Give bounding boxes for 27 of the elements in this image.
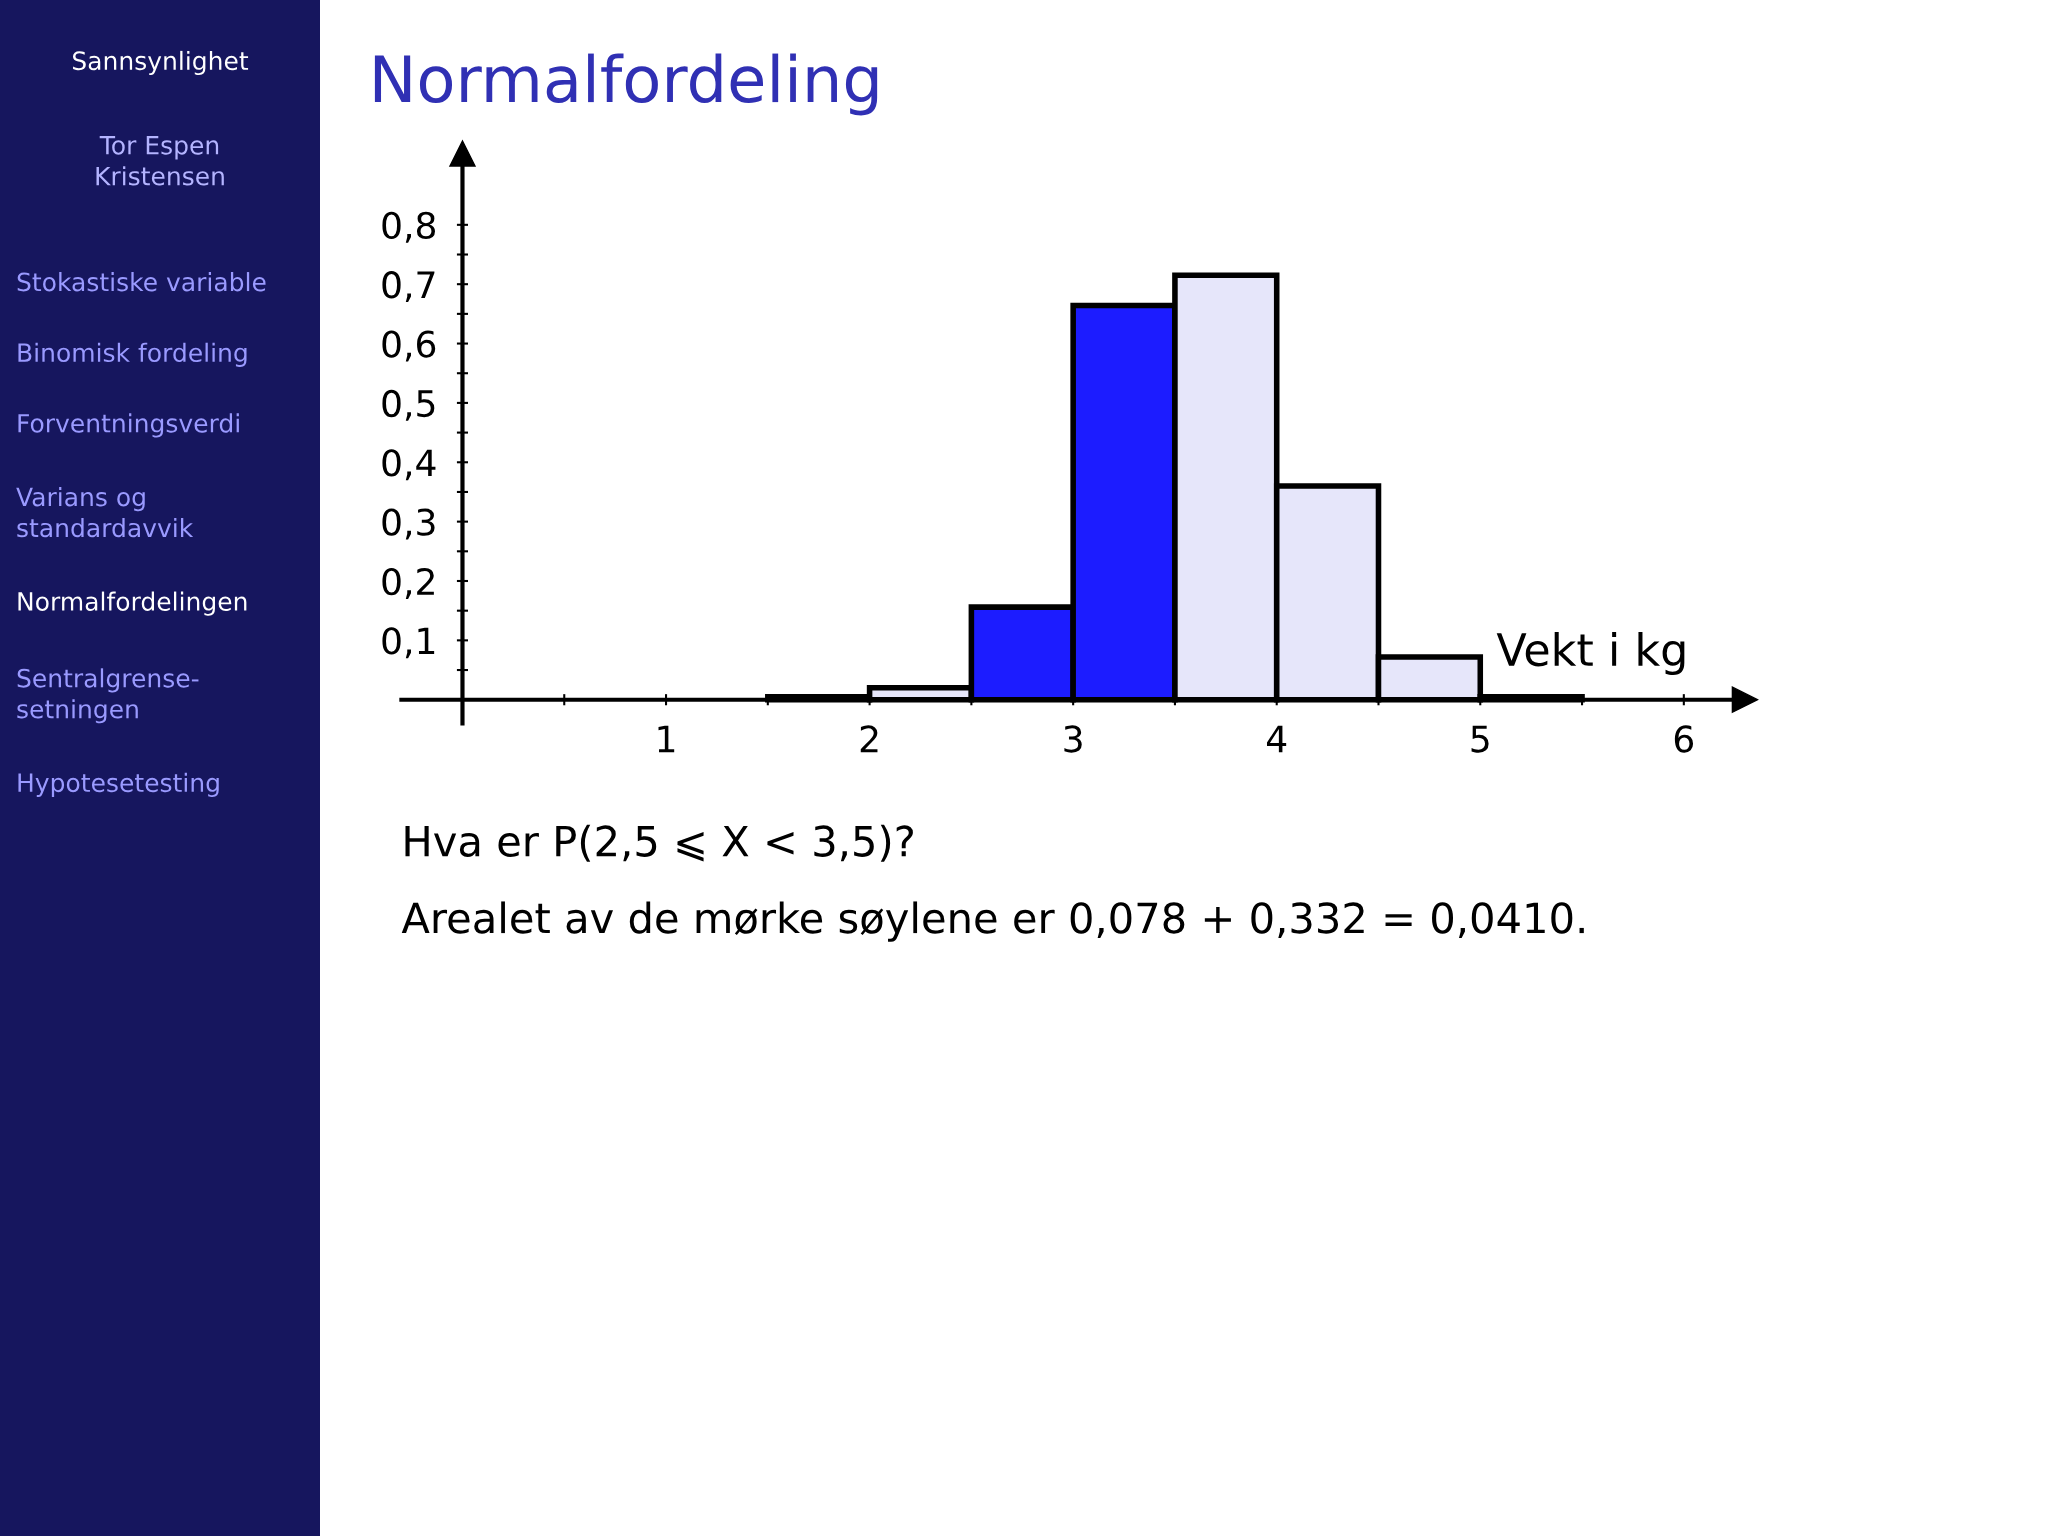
y-tick-label: 0,7	[382, 271, 435, 303]
text: Forventningsverdi	[18, 413, 239, 438]
x-tick-label: 3	[1064, 725, 1082, 753]
y-tick-label: 0,8	[382, 211, 436, 243]
text: Tor Espen Kristensen	[96, 136, 224, 186]
text: Varians og standardavvik	[16, 487, 194, 538]
text: Arealet av de mørke søylene er 0,078 + 0,332 = 0,0410.	[401, 901, 1584, 942]
x-axis-title: Vekt i kg	[1496, 632, 1685, 676]
y-tick-label: 0,6	[382, 330, 436, 362]
y-tick-label: 0,1	[382, 627, 435, 659]
text: Hva er P(2,5 ⩽ X < 3,5)?	[405, 824, 913, 862]
x-tick-label: 6	[1674, 725, 1694, 753]
text: Sannsynlighet	[72, 50, 249, 76]
x-tick-label: 2	[860, 725, 878, 753]
text: Normalfordelingen	[18, 591, 247, 616]
text: Hypotesetesting	[18, 772, 219, 797]
x-tick-label: 5	[1471, 725, 1489, 753]
y-tick-label: 0,4	[382, 449, 436, 481]
y-tick-label: 0,5	[382, 389, 435, 421]
y-tick-label: 0,3	[382, 508, 435, 540]
chart-title: Normalfordeling	[374, 53, 878, 116]
text: Sentralgrense- setningen	[17, 668, 199, 724]
text: Binomisk fordeling	[18, 342, 247, 367]
x-tick-label: 1	[658, 725, 675, 753]
x-tick-label: 4	[1266, 725, 1287, 753]
y-tick-label: 0,2	[382, 567, 434, 599]
text: Stokastiske variable	[17, 272, 266, 292]
